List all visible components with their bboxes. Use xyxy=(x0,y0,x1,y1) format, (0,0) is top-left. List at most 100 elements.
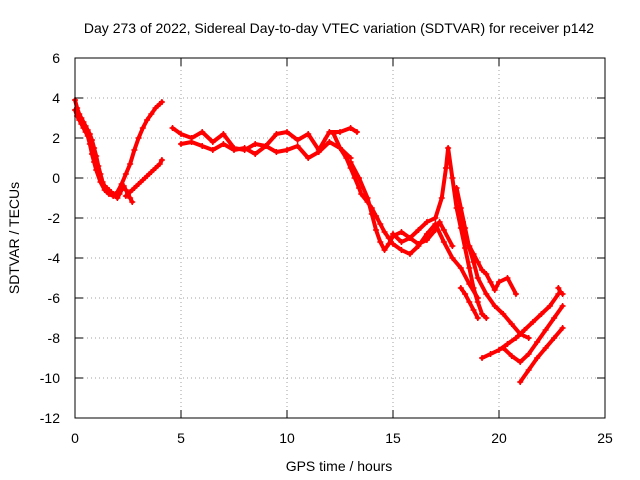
data-point xyxy=(381,247,388,253)
data-point xyxy=(139,177,146,183)
data-point xyxy=(470,251,477,257)
data-point xyxy=(97,179,104,185)
x-tick-label: 5 xyxy=(177,430,185,446)
data-point xyxy=(459,219,466,225)
data-point xyxy=(364,195,371,201)
data-point xyxy=(559,291,566,297)
series-12 xyxy=(479,291,562,361)
data-point xyxy=(199,129,206,135)
data-point xyxy=(262,143,269,149)
data-point xyxy=(474,315,481,321)
series-trail xyxy=(518,326,565,384)
data-point xyxy=(474,259,481,265)
y-tick-label: -6 xyxy=(48,290,61,306)
data-point xyxy=(508,353,515,359)
data-point xyxy=(496,279,502,285)
data-point xyxy=(88,151,95,157)
data-point xyxy=(491,287,498,293)
data-point xyxy=(385,241,392,247)
y-tick-label: -10 xyxy=(40,370,60,386)
data-point xyxy=(487,351,494,357)
series-trail xyxy=(73,100,164,198)
series-3 xyxy=(122,157,165,199)
data-point xyxy=(114,195,121,201)
data-point xyxy=(483,271,490,277)
data-point xyxy=(500,311,507,317)
data-point xyxy=(220,131,227,137)
data-point xyxy=(105,191,112,197)
data-point xyxy=(381,229,388,235)
series-trail xyxy=(480,292,561,360)
data-point xyxy=(445,145,452,151)
data-point xyxy=(131,185,138,191)
data-point xyxy=(455,205,462,211)
y-tick-label: 4 xyxy=(52,90,60,106)
data-point xyxy=(453,185,460,191)
data-point xyxy=(252,151,259,157)
data-point xyxy=(559,325,566,331)
data-point xyxy=(466,243,473,249)
data-point xyxy=(144,117,151,123)
data-point xyxy=(398,229,405,235)
data-point xyxy=(156,161,163,167)
series-11 xyxy=(457,285,481,321)
series-trail xyxy=(501,304,565,364)
data-point xyxy=(423,237,430,243)
x-tick-label: 20 xyxy=(491,430,507,446)
series-trail xyxy=(348,160,455,252)
data-point xyxy=(343,155,350,161)
data-point xyxy=(483,291,490,297)
data-point xyxy=(440,227,447,233)
data-point xyxy=(148,111,155,117)
data-point xyxy=(144,173,151,179)
series-10 xyxy=(455,205,519,297)
series-8 xyxy=(390,145,490,321)
data-point xyxy=(542,327,549,333)
data-point xyxy=(114,189,121,195)
data-point xyxy=(517,359,524,365)
data-point xyxy=(512,291,519,297)
data-point xyxy=(534,355,541,361)
data-point xyxy=(78,121,85,127)
y-tick-label: -8 xyxy=(48,330,61,346)
data-point xyxy=(305,155,312,161)
data-point xyxy=(440,239,447,245)
data-point xyxy=(337,129,343,135)
data-point xyxy=(542,345,549,351)
data-point xyxy=(508,321,515,327)
data-point xyxy=(525,367,532,373)
data-point xyxy=(438,195,445,201)
data-point xyxy=(466,265,473,271)
data-point xyxy=(169,125,176,131)
data-point xyxy=(220,141,227,147)
data-point xyxy=(449,255,456,261)
data-point xyxy=(127,195,134,201)
x-tick-label: 0 xyxy=(71,430,79,446)
data-point xyxy=(373,227,380,233)
data-point xyxy=(555,285,562,291)
data-point xyxy=(356,175,363,181)
data-point xyxy=(504,341,511,347)
data-point xyxy=(377,221,384,227)
data-point xyxy=(127,189,134,195)
data-point xyxy=(474,275,481,281)
data-point xyxy=(457,285,464,291)
data-point xyxy=(294,137,301,143)
y-axis-label: SDTVAR / TECUs xyxy=(6,182,22,294)
data-point xyxy=(559,303,566,309)
y-tick-label: -4 xyxy=(48,250,61,266)
data-point xyxy=(231,147,237,153)
data-point xyxy=(315,149,322,155)
data-point xyxy=(80,125,87,131)
data-point xyxy=(466,299,473,305)
data-point xyxy=(129,199,136,205)
y-tick-label: -2 xyxy=(48,210,61,226)
data-point xyxy=(551,335,558,341)
data-point xyxy=(326,139,333,145)
data-point xyxy=(449,243,456,249)
data-point xyxy=(496,347,502,353)
data-point xyxy=(347,125,354,131)
data-point xyxy=(377,239,384,245)
data-point xyxy=(432,227,439,233)
